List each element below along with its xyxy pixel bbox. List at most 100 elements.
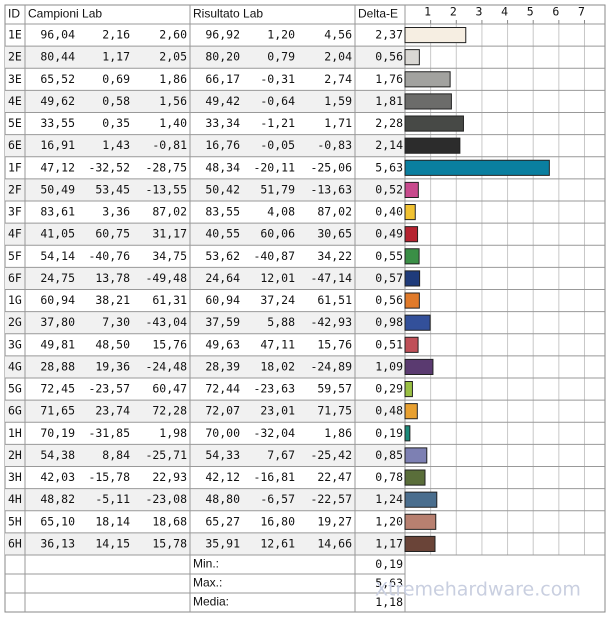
lab-value: -32,52 [88,160,130,174]
row-id: 3G [8,337,22,351]
lab-value: 31,17 [152,227,187,241]
lab-value: 1,56 [159,94,187,108]
lab-value: 65,10 [40,514,75,528]
summary-value: 1,18 [375,595,403,609]
delta-e: 0,51 [375,337,403,351]
delta-e: 1,20 [375,514,403,528]
lab-value: -28,75 [145,160,187,174]
row-id: 4G [8,359,22,373]
delta-e: 0,85 [375,448,403,462]
lab-value: 96,92 [205,28,240,42]
row-shade [5,355,405,378]
delta-e: 0,56 [375,50,403,64]
x-tick-label: 1 [424,5,431,19]
lab-value: 65,52 [40,72,75,86]
lab-value: 72,44 [205,382,240,396]
row-id: 1G [8,293,22,307]
lab-value: -24,89 [310,359,352,373]
lab-value: -23,63 [253,382,295,396]
lab-value: 34,22 [317,249,352,263]
row-id: 1E [8,28,22,42]
lab-value: 2,60 [159,28,187,42]
row-id: 1F [8,160,22,174]
row-id: 6E [8,138,22,152]
lab-value: 72,28 [152,404,187,418]
row-id: 5F [8,249,22,263]
delta-e: 0,19 [375,426,403,440]
row-id: 2F [8,182,22,196]
x-tick-label: 6 [552,5,559,19]
delta-e: 0,78 [375,470,403,484]
row-id: 2E [8,50,22,64]
bar [404,270,421,287]
delta-e: 1,24 [375,492,403,506]
summary-label: Media: [193,595,229,609]
lab-value: 1,86 [159,72,187,86]
lab-value: 47,12 [40,160,75,174]
row-id: 4H [8,492,22,506]
lab-value: 1,17 [102,50,130,64]
bar [404,535,436,552]
lab-value: 1,43 [102,138,130,152]
lab-value: 72,45 [40,382,75,396]
lab-value: 2,16 [102,28,130,42]
lab-value: 60,47 [152,382,187,396]
delta-e: 0,57 [375,271,403,285]
lab-value: 80,44 [40,50,75,64]
lab-value: 37,80 [40,315,75,329]
row-shade [5,90,405,113]
lab-value: 50,49 [40,182,75,196]
lab-value: 16,80 [260,514,295,528]
lab-value: 28,39 [205,359,240,373]
row-id: 4F [8,227,22,241]
bar [404,248,420,265]
lab-value: 34,75 [152,249,187,263]
lab-value: 71,75 [317,404,352,418]
bar [404,425,411,442]
lab-value: 0,79 [267,50,295,64]
bar [404,447,428,464]
row-id: 2G [8,315,22,329]
lab-value: 36,13 [40,536,75,550]
lab-value: 28,88 [40,359,75,373]
row-id: 3F [8,205,22,219]
lab-value: 50,42 [205,182,240,196]
lab-value: -25,06 [310,160,352,174]
row-id: 6H [8,536,22,550]
lab-value: -23,57 [88,382,130,396]
delta-e: 2,28 [375,116,403,130]
delta-e: 0,56 [375,293,403,307]
row-id: 1H [8,426,22,440]
lab-value: -32,04 [253,426,295,440]
bar [404,403,418,420]
lab-value: 49,81 [40,337,75,351]
lab-value: 87,02 [317,205,352,219]
row-id: 3H [8,470,22,484]
lab-value: 42,12 [205,470,240,484]
lab-value: -1,21 [260,116,295,130]
lab-value: 49,42 [205,94,240,108]
delta-e: 0,52 [375,182,403,196]
lab-value: -20,11 [253,160,295,174]
lab-value: 53,45 [95,182,130,196]
row-id: 3E [8,72,22,86]
lab-value: 80,20 [205,50,240,64]
lab-value: 0,69 [102,72,130,86]
summary-label: Max.: [193,576,222,590]
row-id: 5E [8,116,22,130]
lab-value: 2,05 [159,50,187,64]
bar [404,137,461,154]
lab-value: 12,01 [260,271,295,285]
lab-value: -0,81 [152,138,187,152]
delta-e: 1,81 [375,94,403,108]
delta-e: 0,48 [375,404,403,418]
lab-value: 37,59 [205,315,240,329]
lab-value: 38,21 [95,293,130,307]
lab-value: 70,00 [205,426,240,440]
lab-value: 4,08 [267,205,295,219]
lab-value: 83,55 [205,205,240,219]
lab-value: -22,57 [310,492,352,506]
lab-value: 65,27 [205,514,240,528]
bar [404,204,416,221]
lab-value: -15,78 [88,470,130,484]
